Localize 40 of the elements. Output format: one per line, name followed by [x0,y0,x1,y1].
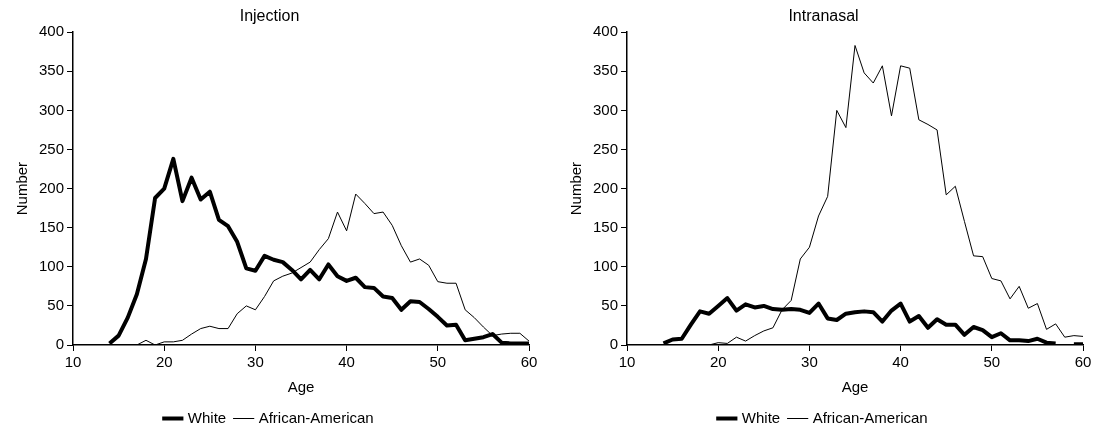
y-tick-label: 350 [593,61,619,79]
x-tick-label: 30 [801,353,818,371]
y-tick-label: 400 [593,22,619,40]
x-tick-label: 10 [64,353,82,371]
y-tick-label: 50 [601,296,619,314]
chart-title: Intranasal [788,7,859,25]
x-axis-title: Age [841,378,869,396]
y-tick-label: 400 [39,22,65,40]
y-tick-label: 200 [593,178,619,196]
x-tick-label: 30 [247,353,264,371]
y-tick-label: 0 [609,335,619,353]
y-tick-label: 200 [39,178,65,196]
x-axis-title: Age [287,378,315,396]
x-tick-label: 20 [155,353,173,371]
x-tick-label: 50 [429,353,447,371]
x-tick-label: 50 [983,353,1001,371]
x-tick-label: 60 [520,353,538,371]
y-tick-label: 250 [39,139,65,157]
y-tick-label: 250 [593,139,619,157]
x-tick-label: 60 [1074,353,1092,371]
y-axis-title: Number [567,161,585,216]
legend-label: White [741,408,781,426]
y-tick-label: 350 [39,61,65,79]
y-tick-label: 150 [39,217,65,235]
legend-label: African-American [258,408,374,426]
x-tick-label: 10 [618,353,636,371]
y-axis-title: Number [13,161,31,216]
y-tick-label: 0 [55,335,65,353]
y-tick-label: 100 [593,256,619,274]
y-tick-label: 100 [39,256,65,274]
y-tick-label: 150 [593,217,619,235]
legend-label: African-American [812,408,928,426]
x-tick-label: 20 [709,353,727,371]
y-tick-label: 300 [39,100,65,118]
y-tick-label: 50 [47,296,65,314]
chart-title: Injection [239,7,300,25]
x-tick-label: 40 [338,353,355,371]
x-tick-label: 40 [892,353,909,371]
legend-label: White [187,408,227,426]
y-tick-label: 300 [593,100,619,118]
